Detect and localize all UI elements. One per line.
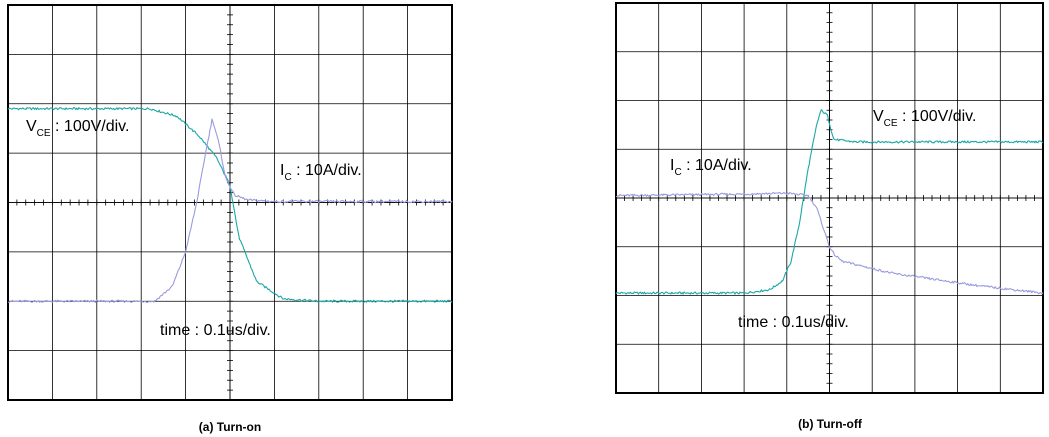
vce-trace <box>7 107 453 303</box>
scope-panel-turn-on: VCE : 100V/div. IC : 10A/div. time : 0.1… <box>7 4 453 401</box>
ic-trace <box>7 118 453 303</box>
oscilloscope-screen-turn-off <box>615 2 1044 394</box>
vce-scale-label: VCE : 100V/div. <box>873 108 977 129</box>
ic-scale-label: IC : 10A/div. <box>280 162 362 183</box>
ic-scale-label: IC : 10A/div. <box>670 157 752 178</box>
scope-panel-turn-off: VCE : 100V/div. IC : 10A/div. time : 0.1… <box>615 2 1044 394</box>
time-scale-label: time : 0.1us/div. <box>160 322 271 339</box>
vce-scale-label: VCE : 100V/div. <box>26 118 130 139</box>
ic-trace <box>615 191 1044 295</box>
caption-turn-on: (a) Turn-on <box>198 420 262 434</box>
vce-trace <box>615 109 1044 295</box>
caption-turn-off: (b) Turn-off <box>798 417 862 431</box>
oscilloscope-screen-turn-on <box>7 4 453 401</box>
time-scale-label: time : 0.1us/div. <box>738 314 849 331</box>
